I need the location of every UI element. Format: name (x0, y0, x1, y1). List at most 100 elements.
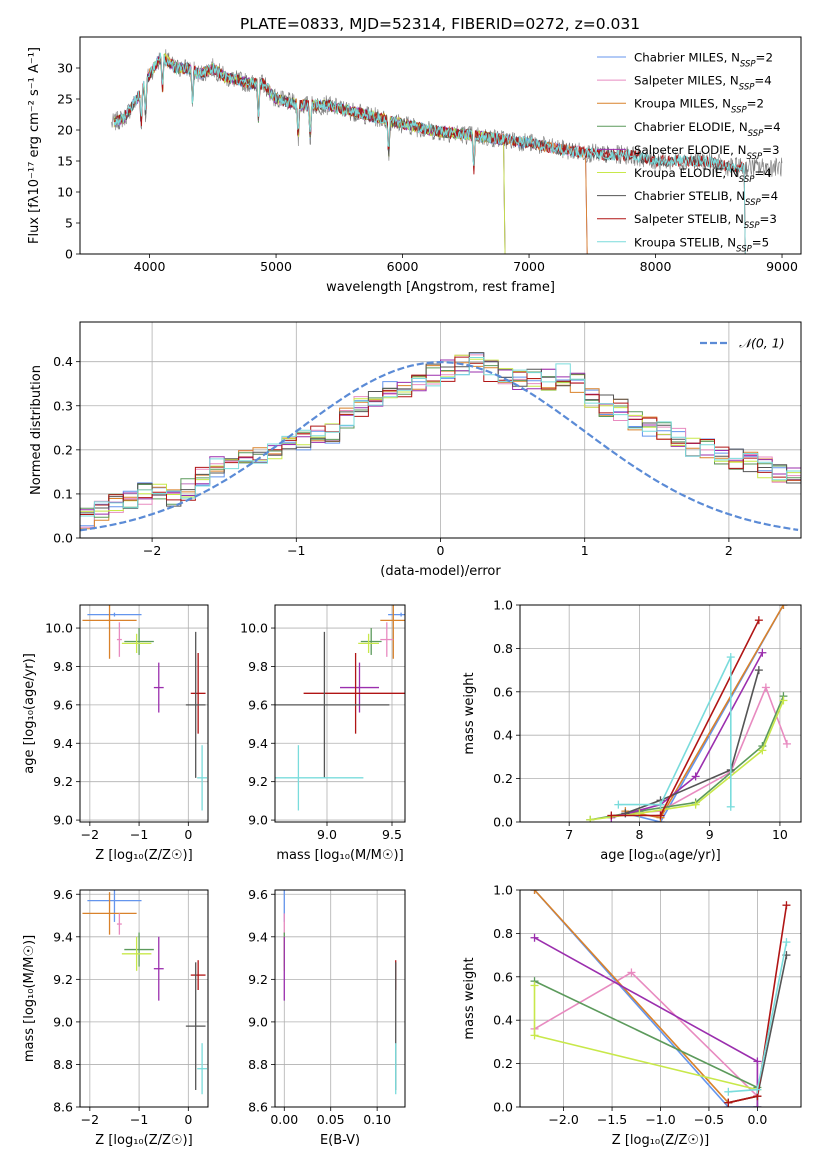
y-tick-label: 25 (57, 92, 73, 107)
y-tick-label: 9.2 (53, 972, 73, 987)
y-tick-label: 20 (57, 123, 73, 138)
legend-nssp-value: 4 (773, 120, 781, 134)
hist-step-kroupa-elodie (80, 354, 801, 512)
x-tick-label: 0.10 (363, 1112, 391, 1127)
x-tick-label: 0.00 (270, 1112, 298, 1127)
errorbar-salpeter-miles (380, 622, 394, 657)
x-tick-label: 9000 (766, 259, 798, 274)
y-tick-label: 0.4 (493, 1013, 513, 1028)
y-tick-label: 8.8 (248, 1057, 268, 1072)
y-axis-label: Normed distribution (29, 365, 44, 495)
x-tick-label: 7000 (513, 259, 545, 274)
legend-label: Kroupa ELODIE, NSSP=4 (634, 166, 772, 185)
x-tick-label: 0.0 (747, 1112, 767, 1127)
legend-series-name: Salpeter ELODIE (634, 143, 730, 157)
legend-label: 𝒩(0, 1) (739, 336, 785, 351)
y-axis-label: mass weight (462, 957, 477, 1039)
y-tick-label: 9.6 (53, 697, 73, 712)
y-tick-label: 9.2 (248, 774, 268, 789)
errorbar-salpeter-elodie (153, 662, 164, 713)
legend-nssp-value: 5 (762, 235, 770, 249)
legend-label: Kroupa MILES, NSSP=2 (634, 97, 764, 116)
plot-area (82, 890, 208, 1095)
x-axis-label: (data-model)/error (380, 564, 501, 579)
model-line-chabrier-miles (113, 53, 588, 254)
x-tick-label: −2 (143, 543, 161, 558)
y-tick-label: 0.2 (493, 1056, 513, 1071)
y-tick-label: 10 (57, 185, 73, 200)
plot-area (82, 605, 208, 811)
x-tick-label: −1 (130, 827, 148, 842)
weight-line-salpeter-elodie (611, 652, 764, 819)
x-tick-label: 9 (706, 827, 714, 842)
y-tick-label: 0.4 (493, 728, 513, 743)
y-tick-label: 9.2 (53, 774, 73, 789)
errorbar-chabrier-stelib (185, 631, 206, 778)
x-tick-label: −0.5 (694, 1112, 724, 1127)
legend-label: Chabrier ELODIE, NSSP=4 (634, 120, 781, 139)
y-axis-label: age [log₁₀(age/yr)] (22, 653, 37, 774)
x-tick-label: 0 (437, 543, 445, 558)
y-tick-label: 0.6 (493, 969, 513, 984)
legend: Chabrier MILES, NSSP=2 Salpeter MILES, NS… (597, 51, 781, 254)
y-tick-label: 9.8 (53, 659, 73, 674)
panel-histogram: 𝒩(0, 1) −2 −1 0 1 2 0.0 0.1 0.2 0.3 0.4 (data-model… (29, 321, 802, 579)
x-tick-label: 1 (581, 543, 589, 558)
y-tick-label: 9.0 (248, 1014, 268, 1029)
legend-label: Chabrier MILES, NSSP=2 (634, 51, 773, 70)
weight-line-kroupa-stelib (618, 656, 732, 807)
y-tick-label: 0.2 (493, 771, 513, 786)
legend-series-name: Salpeter MILES (634, 74, 722, 88)
axes-frame (79, 889, 209, 1108)
x-tick-label: 7 (565, 827, 573, 842)
hist-step-chabrier-stelib (80, 352, 801, 514)
panel-mass-vs-z: −2 −1 0 8.6 8.8 9.0 9.2 9.4 9.6 Z [log₁₀(Z/Z☉)] ma… (22, 887, 209, 1148)
plot-area (530, 890, 791, 1107)
x-tick-label: −1 (287, 543, 305, 558)
y-tick-label: 0.0 (493, 1100, 513, 1115)
legend-nssp-value: 2 (765, 51, 773, 65)
figure-title: PLATE=0833, MJD=52314, FIBERID=0272, z=0… (240, 15, 640, 33)
y-tick-label: 0.0 (53, 531, 73, 546)
errorbar-chabrier-miles (87, 612, 142, 617)
legend-series-name: Salpeter STELIB (634, 212, 728, 226)
weight-line-chabrier-stelib (625, 669, 760, 815)
model-line-chabrier-elodie (113, 53, 506, 254)
plot-area (586, 605, 791, 822)
y-tick-label: 9.4 (248, 736, 268, 751)
x-tick-label: 2 (725, 543, 733, 558)
y-tick-label: 10.0 (240, 621, 268, 636)
legend-series-name: Kroupa ELODIE (634, 166, 722, 180)
x-tick-label: −1.5 (597, 1112, 627, 1127)
panel-mass-weight-vs-age: 7 8 9 10 0.0 0.2 0.4 0.6 0.8 1.0 age [log₁₀(age/yr… (462, 598, 802, 863)
y-tick-label: 8.8 (53, 1057, 73, 1072)
model-line-salpeter-miles (113, 55, 588, 254)
x-tick-label: 0.05 (317, 1112, 345, 1127)
legend-nssp-value: 2 (757, 97, 765, 111)
model-line-kroupa-stelib (113, 52, 746, 254)
y-tick-label: 9.4 (53, 736, 73, 751)
y-tick-label: 9.2 (248, 972, 268, 987)
y-tick-label: 0.6 (493, 684, 513, 699)
y-tick-label: 5 (65, 216, 73, 231)
hist-step-kroupa-stelib (80, 357, 801, 517)
y-axis-label: Flux [fλ10⁻¹⁷ erg cm⁻² s⁻¹ A⁻¹] (27, 47, 42, 244)
legend-series-name: Chabrier STELIB (634, 189, 729, 203)
legend-series-name: Kroupa STELIB (634, 235, 720, 249)
weight-line-kroupa-elodie (590, 700, 785, 821)
hist-step-salpeter-elodie (80, 359, 801, 515)
legend-nssp-value: 4 (771, 189, 779, 203)
plot-area (111, 49, 783, 254)
legend-label: Kroupa STELIB, NSSP=5 (634, 235, 769, 254)
y-tick-label: 30 (57, 61, 73, 76)
x-tick-label: −2 (81, 1112, 99, 1127)
y-tick-label: 0.3 (53, 398, 73, 413)
axes-frame (274, 604, 406, 823)
y-tick-label: 8.6 (53, 1100, 73, 1115)
panel-age-vs-mass: 9.0 9.5 9.0 9.2 9.4 9.6 9.8 10.0 mass [log₁₀(M/M… (240, 604, 406, 863)
y-tick-label: 10.0 (45, 621, 73, 636)
panel-spectrum: Chabrier MILES, NSSP=2 Salpeter MILES, NS… (27, 36, 802, 295)
axes-frame (519, 604, 802, 823)
y-tick-label: 9.0 (53, 813, 73, 828)
errorbar-salpeter-miles (116, 622, 122, 657)
